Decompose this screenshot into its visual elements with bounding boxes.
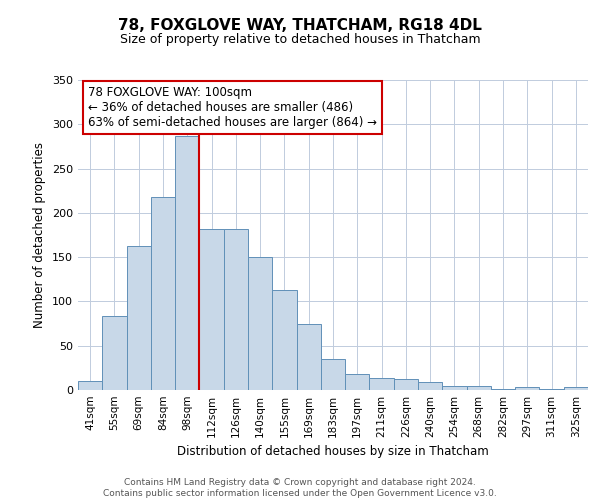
Bar [102,316,127,390]
Bar [394,380,418,390]
Bar [418,382,442,390]
Bar [370,378,394,390]
Bar [345,374,370,390]
Text: 78 FOXGLOVE WAY: 100sqm
← 36% of detached houses are smaller (486)
63% of semi-d: 78 FOXGLOVE WAY: 100sqm ← 36% of detache… [88,86,377,129]
Bar [491,389,515,390]
Text: Contains HM Land Registry data © Crown copyright and database right 2024.
Contai: Contains HM Land Registry data © Crown c… [103,478,497,498]
Bar [296,324,321,390]
Bar [442,386,467,390]
Bar [127,246,151,390]
Text: Size of property relative to detached houses in Thatcham: Size of property relative to detached ho… [119,32,481,46]
Bar [539,389,564,390]
Bar [78,381,102,390]
Bar [175,136,199,390]
X-axis label: Distribution of detached houses by size in Thatcham: Distribution of detached houses by size … [177,446,489,458]
Bar [199,229,224,390]
Bar [564,388,588,390]
Bar [321,359,345,390]
Y-axis label: Number of detached properties: Number of detached properties [34,142,46,328]
Bar [151,197,175,390]
Bar [248,257,272,390]
Bar [224,229,248,390]
Bar [467,386,491,390]
Text: 78, FOXGLOVE WAY, THATCHAM, RG18 4DL: 78, FOXGLOVE WAY, THATCHAM, RG18 4DL [118,18,482,32]
Bar [272,290,296,390]
Bar [515,388,539,390]
